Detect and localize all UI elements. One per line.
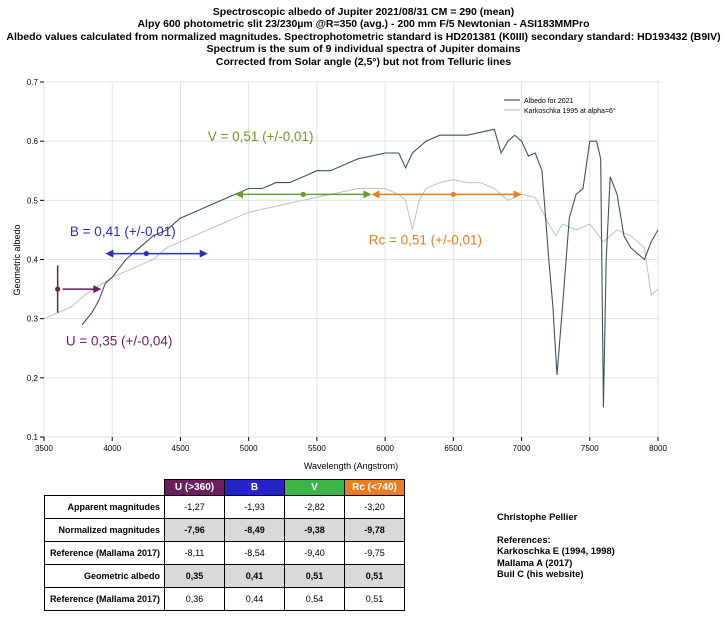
- legend: Albedo for 2021 Karkoschka 1995 at alpha…: [504, 98, 616, 115]
- x-tick-label: 6500: [444, 444, 462, 453]
- arrow-left-icon: [235, 190, 244, 199]
- x-axis: 3500 4000 4500 5000 5500 6000 6500 7000 7500 8000: [35, 437, 667, 453]
- cell: 0,44: [224, 587, 285, 611]
- cell: 0,51: [344, 564, 405, 588]
- band-label: Rc = 0,51 (+/-0,01): [369, 233, 482, 248]
- cell: -1,93: [224, 495, 285, 519]
- title-line-2: Alpy 600 photometric slit 23/230µm @R=35…: [137, 18, 590, 31]
- table-row: Geometric albedo 0,35 0,41 0,51 0,51: [44, 564, 405, 588]
- row-label: Reference (Mallama 2017): [44, 541, 165, 565]
- band-annotation: Rc = 0,51 (+/-0,01): [369, 190, 522, 248]
- title-line-1: Spectroscopic albedo of Jupiter 2021/08/…: [212, 6, 515, 18]
- title-line-5: Corrected from Solar angle (2,5°) but no…: [215, 55, 512, 68]
- header-b: B: [224, 479, 285, 496]
- arrow-right-icon: [513, 190, 522, 199]
- x-tick-label: 3500: [35, 444, 53, 453]
- y-tick-label: 0.3: [27, 315, 39, 324]
- header-u: U (>360): [164, 479, 225, 496]
- arrow-left-icon: [105, 249, 114, 258]
- x-tick-label: 7500: [581, 444, 599, 453]
- table-row: Reference (Mallama 2017) 0,36 0,44 0,54 …: [44, 587, 405, 611]
- x-tick-label: 6000: [376, 444, 394, 453]
- legend-label-karkoschka: Karkoschka 1995 at alpha=6°: [524, 107, 616, 115]
- arrow-right-icon: [199, 249, 208, 258]
- cell: 0,36: [164, 587, 225, 611]
- cell: 0,54: [284, 587, 345, 611]
- y-tick-label: 0.2: [27, 374, 39, 383]
- band-label: U = 0,35 (+/-0,04): [66, 333, 173, 348]
- band-annotation: B = 0,41 (+/-0,01): [70, 224, 208, 258]
- cell: -1,27: [164, 495, 225, 519]
- row-label: Apparent magnitudes: [44, 495, 165, 519]
- magnitude-table: U (>360) B V Rc (<740) Apparent magnitud…: [44, 479, 405, 611]
- series-line-karkoschka-1995: [43, 179, 659, 320]
- cell: -3,20: [344, 495, 405, 519]
- author: Christophe Pellier: [497, 511, 578, 522]
- y-axis-label: Geometric albedo: [12, 224, 22, 295]
- x-tick-label: 7000: [513, 444, 531, 453]
- table-header-row: U (>360) B V Rc (<740): [45, 479, 405, 496]
- row-label: Reference (Mallama 2017): [44, 587, 165, 611]
- reference-item: Mallama A (2017): [497, 556, 573, 568]
- x-tick-label: 4000: [103, 444, 121, 453]
- y-tick-label: 0.6: [27, 137, 39, 146]
- cell: -7,96: [164, 518, 225, 542]
- y-tick-label: 0.4: [27, 256, 39, 265]
- arrow-right-icon: [93, 285, 102, 294]
- table-row: Reference (Mallama 2017) -8,11 -8,54 -9,…: [44, 541, 405, 565]
- title-line-3: Albedo values calculated from normalized…: [6, 30, 721, 43]
- band-label: B = 0,41 (+/-0,01): [70, 224, 176, 239]
- x-tick-label: 8000: [649, 444, 667, 453]
- table-row: Apparent magnitudes -1,27 -1,93 -2,82 -3…: [44, 495, 405, 519]
- band-center-point: [300, 191, 306, 198]
- reference-item: Buil C (his website): [497, 568, 584, 580]
- table-row: Normalized magnitudes -7,96 -8,49 -9,38 …: [44, 518, 405, 542]
- cell: -9,78: [344, 518, 405, 542]
- x-tick-label: 4500: [172, 444, 190, 453]
- chart-title: Spectroscopic albedo of Jupiter 2021/08/…: [0, 6, 727, 68]
- y-axis: 0.1 0.2 0.3 0.4 0.5 0.6 0.7: [27, 78, 44, 442]
- albedo-chart: V = 0,51 (+/-0,01) B = 0,41 (+/-0,01) Rc =…: [12, 78, 667, 471]
- header-v: V: [284, 479, 345, 496]
- x-tick-label: 5500: [308, 444, 326, 453]
- cell: -8,54: [224, 541, 285, 565]
- band-annotation: U = 0,35 (+/-0,04): [55, 265, 172, 348]
- title-line-4: Spectrum is the sum of 9 individual spec…: [206, 43, 521, 56]
- cell: -8,11: [164, 541, 225, 565]
- y-tick-label: 0.5: [27, 196, 39, 205]
- series-line-albedo-2021: [81, 128, 659, 408]
- cell: 0,35: [164, 564, 225, 588]
- band-annotation: V = 0,51 (+/-0,01): [208, 129, 372, 199]
- y-tick-label: 0.1: [27, 433, 39, 442]
- band-center-point: [450, 191, 456, 198]
- arrow-right-icon: [363, 190, 372, 199]
- references-title: References:: [497, 533, 551, 545]
- legend-label-albedo: Albedo for 2021: [524, 98, 574, 105]
- reference-item: Karkoschka E (1994, 1998): [497, 545, 615, 557]
- row-label: Normalized magnitudes: [44, 518, 165, 542]
- cell: 0,41: [224, 564, 285, 588]
- cell: -8,49: [224, 518, 285, 542]
- x-axis-label: Wavelength (Angstrom): [304, 461, 398, 471]
- credits: Christophe Pellier References: Karkoschk…: [497, 511, 615, 580]
- y-tick-label: 0.7: [27, 78, 39, 87]
- band-center-point: [143, 250, 149, 257]
- band-annotations: V = 0,51 (+/-0,01) B = 0,41 (+/-0,01) Rc =…: [55, 129, 522, 348]
- cell: -9,75: [344, 541, 405, 565]
- band-label: V = 0,51 (+/-0,01): [208, 129, 314, 144]
- cell: -2,82: [284, 495, 345, 519]
- arrow-left-icon: [371, 190, 380, 199]
- cell: 0,51: [284, 564, 345, 588]
- row-label: Geometric albedo: [44, 564, 165, 588]
- cell: 0,51: [344, 587, 405, 611]
- cell: -9,40: [284, 541, 345, 565]
- series-layer: [43, 128, 659, 408]
- band-center-point: [55, 286, 61, 292]
- x-tick-label: 5000: [240, 444, 258, 453]
- header-rc: Rc (<740): [344, 479, 405, 496]
- cell: -9,38: [284, 518, 345, 542]
